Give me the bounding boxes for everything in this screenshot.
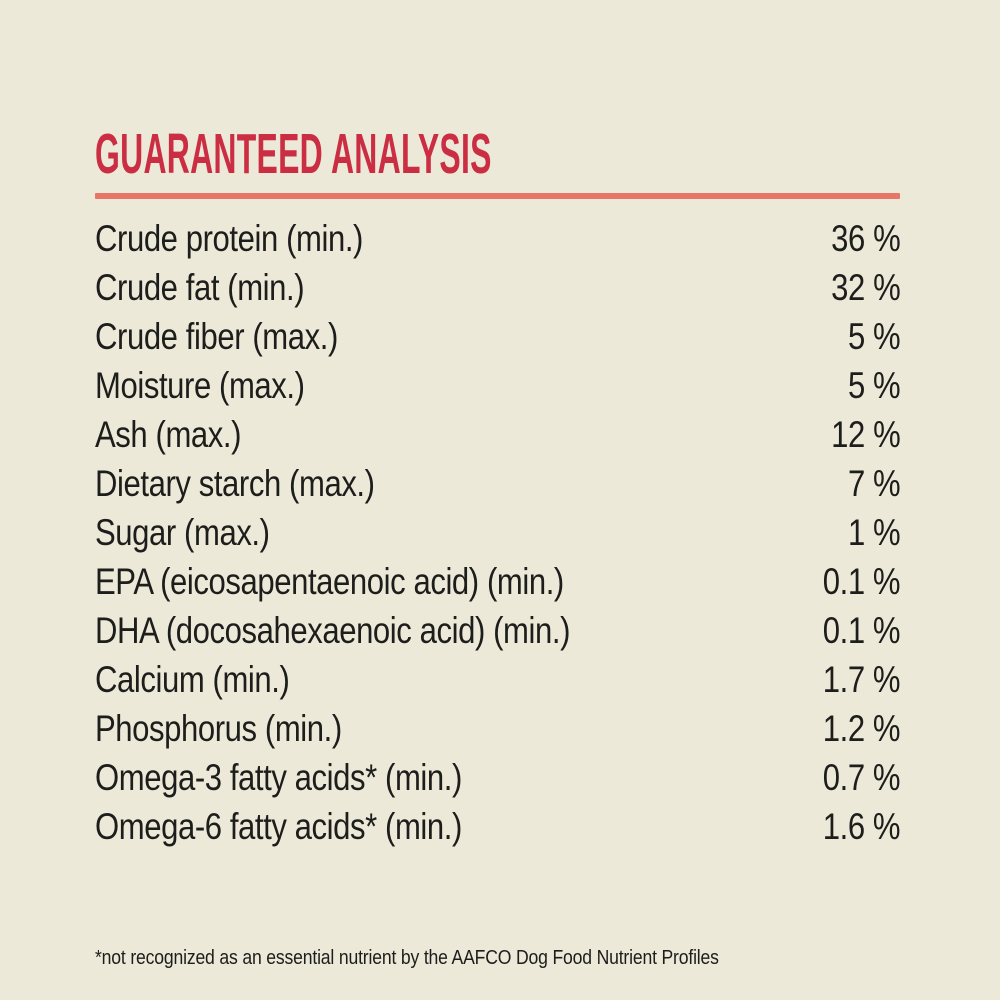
nutrient-label: EPA (eicosapentaenoic acid) (min.) [95,561,564,602]
nutrient-value: 5 % [847,316,901,357]
nutrient-value: 0.1 % [822,561,901,602]
nutrient-label: Sugar (max.) [95,512,270,553]
nutrient-label: Phosphorus (min.) [95,708,342,749]
nutrient-value: 12 % [830,414,901,455]
table-row: Omega-6 fatty acids* (min.) 1.6 % [95,802,900,851]
nutrient-label: Omega-3 fatty acids* (min.) [95,757,462,798]
nutrient-label: Dietary starch (max.) [95,463,375,504]
nutrient-label: Moisture (max.) [95,365,305,406]
nutrient-label: DHA (docosahexaenoic acid) (min.) [95,610,571,651]
title-divider [95,193,900,199]
nutrient-label: Crude protein (min.) [95,218,363,259]
nutrient-value: 36 % [830,218,901,259]
nutrient-label: Ash (max.) [95,414,242,455]
table-row: Omega-3 fatty acids* (min.) 0.7 % [95,753,900,802]
table-row: Crude fiber (max.) 5 % [95,312,900,361]
nutrient-value: 0.1 % [822,610,901,651]
nutrient-value: 7 % [847,463,901,504]
table-row: DHA (docosahexaenoic acid) (min.) 0.1 % [95,606,900,655]
guaranteed-analysis-panel: GUARANTEED ANALYSIS Crude protein (min.)… [95,0,900,851]
nutrient-value: 1 % [847,512,901,553]
table-row: Calcium (min.) 1.7 % [95,655,900,704]
nutrient-label: Crude fat (min.) [95,267,305,308]
nutrient-value: 1.2 % [822,708,901,749]
nutrient-label: Omega-6 fatty acids* (min.) [95,806,462,847]
table-row: Phosphorus (min.) 1.2 % [95,704,900,753]
nutrient-value: 5 % [847,365,901,406]
table-row: Sugar (max.) 1 % [95,508,900,557]
table-row: Moisture (max.) 5 % [95,361,900,410]
table-row: EPA (eicosapentaenoic acid) (min.) 0.1 % [95,557,900,606]
aafco-footnote: *not recognized as an essential nutrient… [95,947,719,969]
table-row: Crude protein (min.) 36 % [95,214,900,263]
nutrient-value: 1.7 % [822,659,901,700]
nutrient-value: 32 % [830,267,901,308]
nutrient-value: 0.7 % [822,757,901,798]
nutrient-label: Calcium (min.) [95,659,290,700]
page-title: GUARANTEED ANALYSIS [95,122,492,186]
table-row: Crude fat (min.) 32 % [95,263,900,312]
table-row: Ash (max.) 12 % [95,410,900,459]
nutrient-value: 1.6 % [822,806,901,847]
nutrient-label: Crude fiber (max.) [95,316,338,357]
nutrient-table: Crude protein (min.) 36 % Crude fat (min… [95,214,900,851]
table-row: Dietary starch (max.) 7 % [95,459,900,508]
